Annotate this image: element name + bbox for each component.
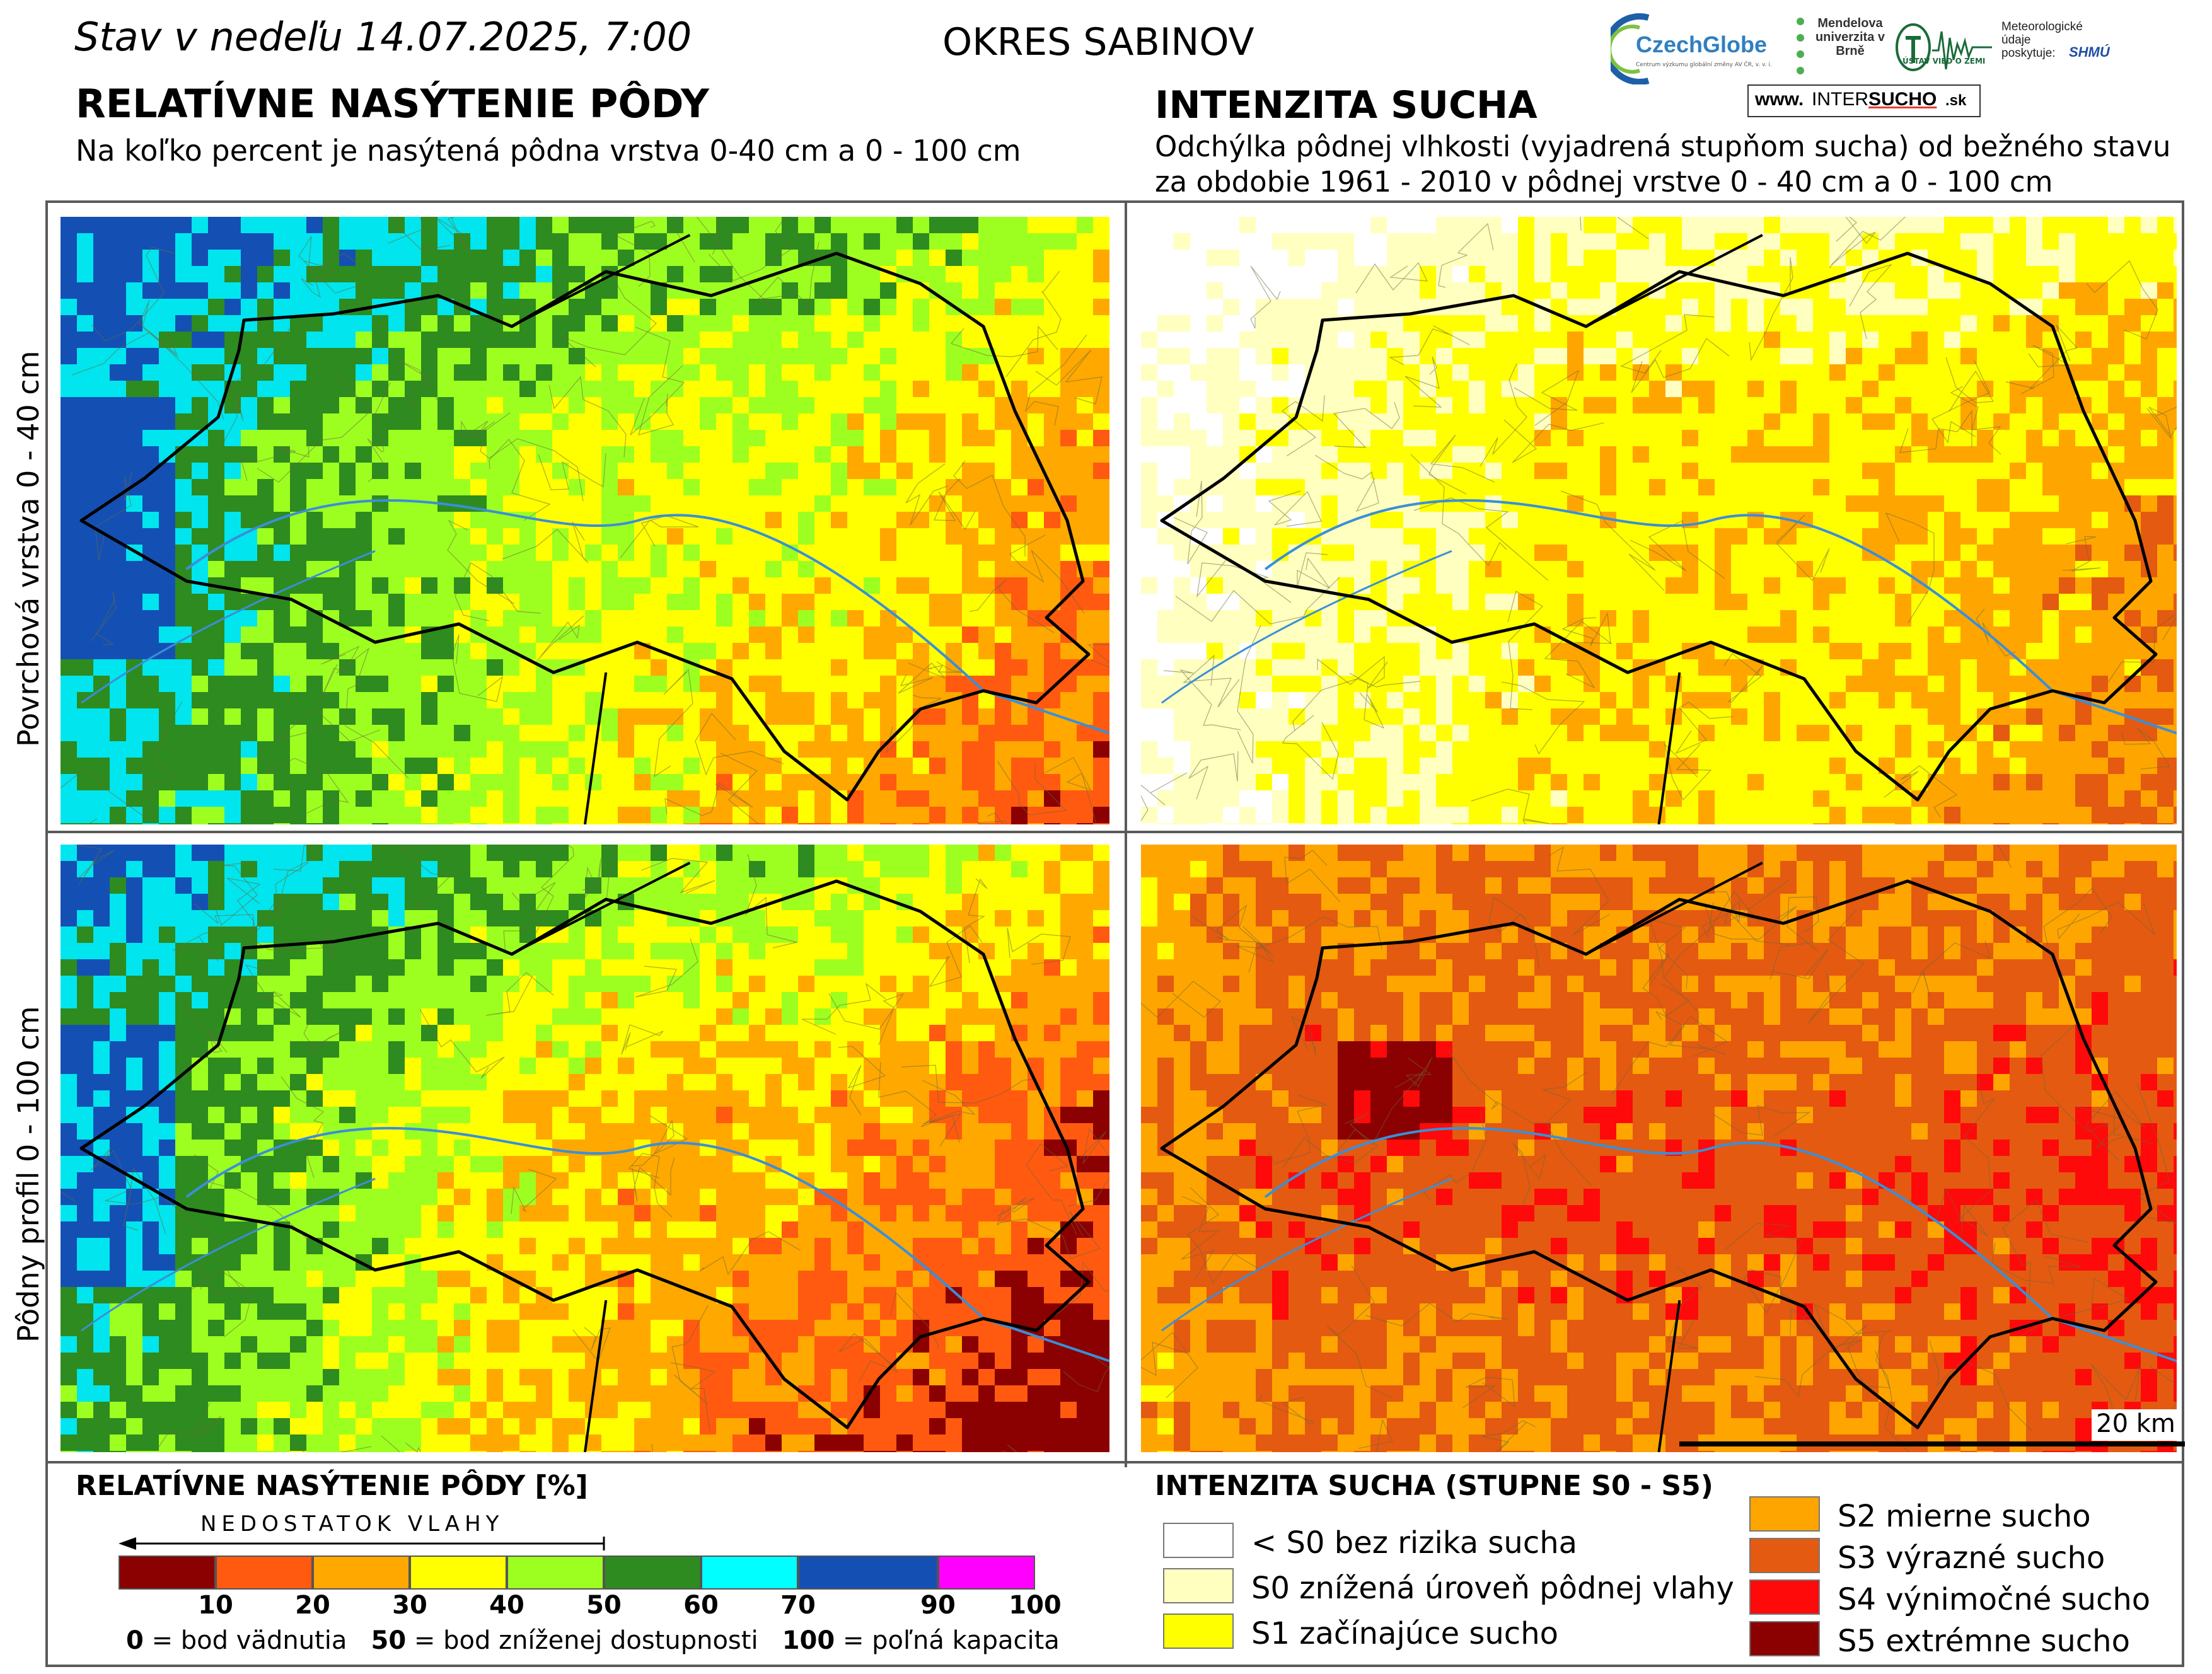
map-saturation-topsoil[interactable]	[61, 217, 1109, 824]
intersucho-inter: INTER	[1812, 89, 1868, 110]
legend-swatch-none	[1163, 1523, 1234, 1558]
mendel-dots-icon	[1797, 18, 1804, 74]
intersucho-sk: .sk	[1945, 92, 1967, 109]
czechglobe-subtext: Centrum výzkumu globální změny AV ČR, v.…	[1636, 62, 1772, 68]
river-tributary	[1161, 1177, 1452, 1332]
note-reduced-text: = bod zníženej dostupnosti	[414, 1626, 758, 1655]
legend-label-s4: S4 výnimočné sucho	[1838, 1582, 2151, 1617]
row-label-topsoil: Povrchová vrstva 0 - 40 cm	[11, 350, 45, 747]
colorbar-segment	[604, 1556, 701, 1590]
raster-cells	[1141, 217, 2177, 824]
note-wilting-text: = bod vädnutia	[151, 1626, 347, 1655]
district-boundary	[1160, 879, 2158, 1429]
legend-swatch-s3	[1749, 1538, 1820, 1573]
colorbar-segment	[119, 1556, 216, 1590]
uvz-logo	[1896, 23, 1992, 71]
district-boundary	[79, 251, 1091, 802]
intersucho-www: www.	[1755, 89, 1804, 110]
saturation-subtitle: Na koľko percent je nasýtená pôdna vrstv…	[76, 134, 1021, 168]
note-wilting-value: 0	[126, 1626, 144, 1655]
colorbar-tick-label: 10	[198, 1591, 233, 1620]
drought-subtitle-line2: za obdobie 1961 - 2010 v pôdnej vrstve 0…	[1155, 165, 2053, 199]
drought-subtitle-line1: Odchýlka pôdnej vlhkosti (vyjadrená stup…	[1155, 130, 2171, 163]
district-boundary	[1160, 251, 2158, 802]
neighbor-boundary	[1585, 234, 1763, 824]
note-capacity-value: 100	[782, 1626, 835, 1655]
colorbar-tick-label: 60	[683, 1591, 719, 1620]
legend-swatch-s1	[1163, 1613, 1234, 1649]
river-tributary	[1161, 550, 1452, 704]
date-line: Stav v nedeľu 14.07.2025, 7:00	[74, 14, 692, 60]
colorbar-tick-label: 50	[586, 1591, 622, 1620]
colorbar-tick-label: 40	[489, 1591, 524, 1620]
saturation-legend-title: RELATÍVNE NASÝTENIE PÔDY [%]	[76, 1470, 588, 1502]
note-reduced-value: 50	[371, 1626, 407, 1655]
panel-divider-legend	[45, 1461, 2184, 1463]
scale-bar	[1679, 1441, 2185, 1446]
moisture-deficit-label: NEDOSTATOK VLAHY	[200, 1511, 504, 1537]
colorbar-tick-label: 30	[392, 1591, 427, 1620]
drought-title: INTENZITA SUCHA	[1155, 83, 1537, 127]
shmu-logo: SHMÚ	[2069, 44, 2110, 60]
note-capacity-text: = poľná kapacita	[842, 1626, 1060, 1655]
river-torysa	[1264, 1127, 2177, 1363]
raster-cells	[61, 845, 1109, 1452]
drought-raster	[1141, 845, 2177, 1452]
colorbar-tick-label: 100	[1009, 1591, 1062, 1620]
czechglobe-text: CzechGlobe	[1636, 32, 1768, 57]
colorbar-segment	[216, 1556, 313, 1590]
panel-divider-vertical	[1125, 200, 1127, 1467]
legend-swatch-s5	[1749, 1621, 1820, 1656]
colorbar-segment	[507, 1556, 604, 1590]
saturation-title: RELATÍVNE NASÝTENIE PÔDY	[76, 81, 709, 127]
drought-subtitle: Odchýlka pôdnej vlhkosti (vyjadrená stup…	[1155, 129, 2170, 200]
intersucho-logo[interactable]: www. INTER SUCHO .sk	[1747, 84, 1981, 117]
saturation-raster	[61, 845, 1109, 1452]
map-drought-profile[interactable]	[1141, 845, 2177, 1452]
legend-label-s0: S0 znížená úroveň pôdnej vlahy	[1251, 1571, 1734, 1606]
legend-label-none: < S0 bez rizika sucha	[1251, 1525, 1578, 1561]
map-saturation-profile[interactable]	[61, 845, 1109, 1452]
row-label-profile: Pôdny profil 0 - 100 cm	[11, 1006, 45, 1342]
meteo-provider-text: Meteorologické údaje poskytuje:	[2001, 20, 2083, 60]
legend-swatch-s0	[1163, 1568, 1234, 1603]
colorbar-segment	[798, 1556, 938, 1590]
neighbor-boundary	[1585, 862, 1763, 1452]
saturation-raster	[61, 217, 1109, 824]
uvz-logo-text: ÚSTAV VIED O ZEMI	[1902, 57, 1986, 66]
river-torysa	[185, 1127, 1109, 1363]
czechglobe-logo	[1611, 13, 1650, 84]
intersucho-sucho: SUCHO	[1868, 89, 1937, 110]
colorbar-tick-label: 20	[295, 1591, 330, 1620]
drought-legend-title: INTENZITA SUCHA (STUPNE S0 - S5)	[1155, 1470, 1713, 1502]
colorbar-segment	[938, 1556, 1035, 1590]
moisture-deficit-arrow	[119, 1537, 605, 1550]
legend-swatch-s4	[1749, 1579, 1820, 1615]
colorbar-tick-label: 90	[920, 1591, 956, 1620]
legend-label-s5: S5 extrémne sucho	[1838, 1624, 2130, 1659]
legend-label-s1: S1 začínajúce sucho	[1251, 1616, 1558, 1651]
scale-bar-label: 20 km	[2092, 1409, 2180, 1441]
colorbar-segment	[410, 1556, 507, 1590]
panel-divider-middle	[45, 831, 2184, 833]
district-boundary	[79, 879, 1091, 1429]
legend-swatch-s2	[1749, 1496, 1820, 1532]
river-tributary	[81, 1177, 376, 1332]
map-drought-topsoil[interactable]	[1141, 217, 2177, 824]
legend-label-s2: S2 mierne sucho	[1838, 1499, 2091, 1534]
river-torysa	[1264, 499, 2177, 735]
legend-label-s3: S3 výrazné sucho	[1838, 1540, 2105, 1576]
colorbar-tick-label: 70	[780, 1591, 816, 1620]
district-title: OKRES SABINOV	[942, 20, 1254, 64]
drought-raster	[1141, 217, 2177, 824]
river-tributary	[81, 550, 376, 704]
colorbar-segment	[313, 1556, 410, 1590]
colorbar-segment	[701, 1556, 798, 1590]
mendel-logo-text: Mendelova univerzita v Brně	[1815, 16, 1885, 58]
neighbor-boundary	[511, 862, 691, 1452]
map-frame	[45, 200, 2184, 1667]
saturation-legend-notes: 0 = bod vädnutia 50 = bod zníženej dostu…	[126, 1626, 1060, 1655]
neighbor-boundary	[511, 234, 691, 824]
river-torysa	[185, 499, 1109, 735]
